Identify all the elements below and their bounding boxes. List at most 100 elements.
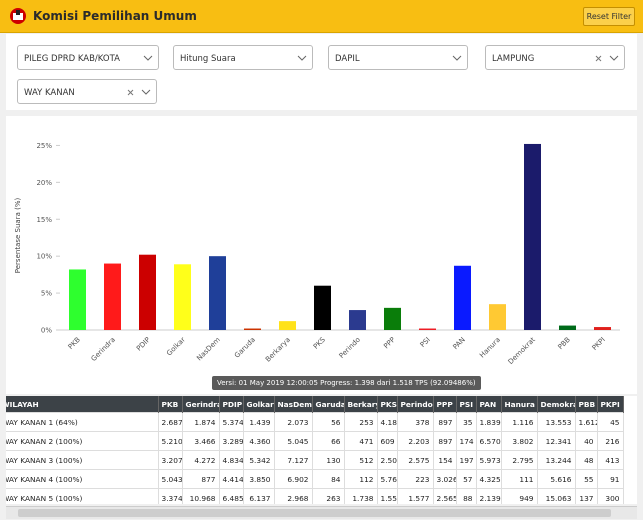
table-cell: 84 <box>311 469 345 489</box>
x-tick-label: Hanura <box>478 336 502 360</box>
column-header: PDIP <box>219 396 244 413</box>
column-header: PSI <box>456 396 477 413</box>
dropdown-value: DAPIL <box>335 54 360 64</box>
column-header: Garuda <box>312 396 345 413</box>
x-tick-label: Gerindra <box>90 336 117 363</box>
table-cell: 197 <box>455 450 477 470</box>
table-cell: 3.850 <box>242 469 275 489</box>
table-cell: WAY KANAN 2 (100%) <box>6 431 159 451</box>
table-cell: 3.026 <box>432 469 457 489</box>
table-cell: 1.439 <box>242 412 275 432</box>
table-cell: 3.289 <box>218 431 244 451</box>
scroll-thumb[interactable] <box>18 509 611 517</box>
y-tick-label: 5% <box>41 290 52 298</box>
table-cell: 13.553 <box>536 412 576 432</box>
dropdown-icon <box>595 55 619 62</box>
table-cell: 897 <box>432 412 457 432</box>
table-cell: 91 <box>596 469 624 489</box>
column-header: WILAYAH <box>6 396 159 413</box>
bar <box>174 264 191 330</box>
table-cell: WAY KANAN 1 (64%) <box>6 412 159 432</box>
app-title: Komisi Pemilihan Umum <box>33 9 197 23</box>
dropdown-value: WAY KANAN <box>24 88 75 98</box>
table-cell: 1.577 <box>396 488 434 504</box>
table-row: WAY KANAN 4 (100%) 5.043 877 4.414 3.850 6.90… <box>6 469 624 489</box>
chart: Persentase Suara (%) 0% 5% 10% 15% 20% 25% PKB G… <box>14 142 620 366</box>
bar <box>559 325 576 330</box>
x-tick-label: Berkarya <box>264 336 292 364</box>
table-cell: 3.802 <box>500 431 538 451</box>
table-cell: 13.244 <box>536 450 576 470</box>
x-tick-label: PBB <box>556 336 572 352</box>
table-cell: 5.045 <box>273 431 313 451</box>
logo <box>10 8 26 24</box>
table-cell: 40 <box>574 431 598 451</box>
table-cell: 130 <box>311 450 345 470</box>
table-panel: WILAYAHPKBGerindraPDIPGolkarNasDemGaruda… <box>6 396 637 504</box>
table-cell: 5.763 <box>376 469 398 489</box>
column-header: PBB <box>575 396 598 413</box>
dropdown-icon <box>143 55 153 61</box>
bar <box>524 143 541 330</box>
x-tick-label: PKPI <box>591 336 607 352</box>
table-cell: 7.127 <box>273 450 313 470</box>
column-header: Golkar <box>243 396 275 413</box>
table-header: WILAYAHPKBGerindraPDIPGolkarNasDemGaruda… <box>6 396 624 413</box>
table-cell: 6.137 <box>242 488 275 504</box>
table-cell: 111 <box>500 469 538 489</box>
column-header: PPP <box>433 396 457 413</box>
table-cell: 2.139 <box>475 488 502 504</box>
dropdown[interactable]: PILEG DPRD KAB/KOTA <box>17 45 159 70</box>
bar <box>419 328 436 330</box>
reset-button[interactable]: Reset Filter <box>583 7 635 26</box>
table-cell: 4.834 <box>218 450 244 470</box>
table-cell: 253 <box>343 412 378 432</box>
dropdown[interactable]: WAY KANAN <box>17 79 157 104</box>
table-cell: 300 <box>596 488 624 504</box>
dropdown[interactable]: DAPIL <box>328 45 468 70</box>
table-cell: 4.272 <box>181 450 220 470</box>
bar <box>69 269 86 330</box>
dropdown[interactable]: Hitung Suara <box>173 45 313 70</box>
x-tick-label: Perindo <box>338 336 362 360</box>
dropdown[interactable]: LAMPUNG <box>485 45 625 70</box>
y-tick-label: 25% <box>36 142 52 150</box>
bar <box>384 307 401 330</box>
table-cell: 45 <box>596 412 624 432</box>
table-cell: 4.360 <box>242 431 275 451</box>
table-cell: 3.466 <box>181 431 220 451</box>
x-tick-label: PSI <box>419 336 432 349</box>
bar <box>209 256 226 330</box>
table-cell: 877 <box>181 469 220 489</box>
table-cell: 471 <box>343 431 378 451</box>
table-cell: 2.507 <box>376 450 398 470</box>
table-cell: 5.616 <box>536 469 576 489</box>
x-tick-label: NasDem <box>195 336 222 363</box>
scrollbar[interactable] <box>6 506 637 519</box>
table-cell: 174 <box>455 431 477 451</box>
table-cell: 4.325 <box>475 469 502 489</box>
bar <box>314 285 331 330</box>
table-cell: 4.186 <box>376 412 398 432</box>
progress-tooltip: Versi: 01 May 2019 12:00:05 Progress: 1.… <box>212 376 481 390</box>
dropdown-value: PILEG DPRD KAB/KOTA <box>24 54 120 64</box>
x-tick-label: Demokrat <box>507 336 537 366</box>
column-header: PAN <box>476 396 502 413</box>
table-cell: 2.565 <box>432 488 457 504</box>
column-header: PKB <box>158 396 183 413</box>
table-cell: 55 <box>574 469 598 489</box>
table-cell: 5.342 <box>242 450 275 470</box>
column-header: Perindo <box>397 396 434 413</box>
table-cell: 5.210 <box>157 431 183 451</box>
y-tick-label: 20% <box>36 179 52 187</box>
bar <box>244 328 261 330</box>
chart-panel: Persentase Suara (%) 0% 5% 10% 15% 20% 25% PKB G… <box>6 116 637 394</box>
table-cell: 1.839 <box>475 412 502 432</box>
table-cell: 2.968 <box>273 488 313 504</box>
table-cell: 6.485 <box>218 488 244 504</box>
results-table: WILAYAHPKBGerindraPDIPGolkarNasDemGaruda… <box>6 396 624 504</box>
table-cell: 12.341 <box>536 431 576 451</box>
table-cell: 3.207 <box>157 450 183 470</box>
column-header: Gerindra <box>182 396 220 413</box>
